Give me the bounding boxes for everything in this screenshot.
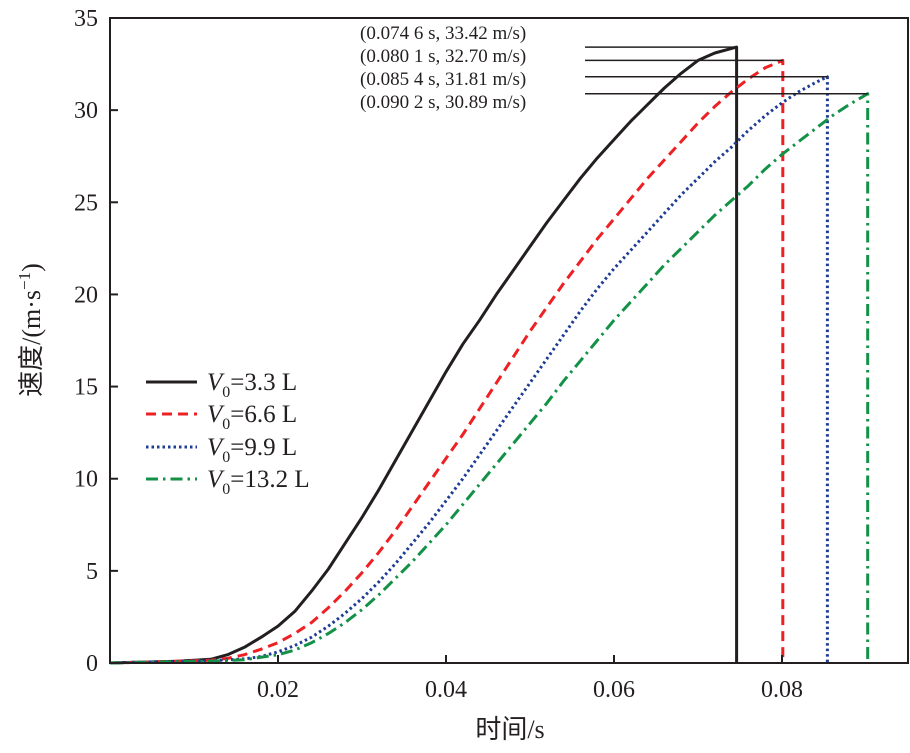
legend-var: V bbox=[207, 434, 225, 461]
annotation-label-1: (0.074 6 s, 33.42 m/s) bbox=[360, 23, 526, 44]
y-tick-label: 5 bbox=[86, 559, 98, 585]
tick-layer: 0 5 10 15 20 25 30 35 0.02 0.04 0.06 0.08 bbox=[74, 6, 803, 703]
y-axis-title-exponent: −1 bbox=[15, 272, 34, 290]
y-tick-label: 25 bbox=[74, 190, 98, 216]
x-tick-label: 0.06 bbox=[593, 677, 635, 703]
y-tick-label: 20 bbox=[74, 282, 98, 308]
legend-subscript: 0 bbox=[222, 481, 230, 498]
y-axis-title: 速度/(m·s−1) bbox=[15, 263, 46, 397]
legend-label-2: V0=6.6 L bbox=[207, 401, 297, 433]
legend-value: =9.9 L bbox=[230, 434, 297, 461]
plot-frame bbox=[109, 17, 909, 664]
legend-var: V bbox=[207, 466, 225, 493]
series-line-2 bbox=[109, 58, 785, 665]
annotation-layer: (0.074 6 s, 33.42 m/s)(0.080 1 s, 32.70 … bbox=[360, 23, 868, 113]
legend-label-1: V0=3.3 L bbox=[207, 369, 297, 401]
legend-var: V bbox=[207, 369, 225, 396]
legend-value: =6.6 L bbox=[230, 401, 297, 428]
y-axis-title-close: ) bbox=[17, 263, 46, 272]
legend-var: V bbox=[207, 401, 225, 428]
y-tick-label: 15 bbox=[74, 375, 98, 401]
x-tick-label: 0.02 bbox=[257, 677, 299, 703]
x-axis-title: 时间/s bbox=[475, 715, 544, 744]
series-line-3 bbox=[109, 75, 829, 665]
y-tick-label: 30 bbox=[74, 98, 98, 124]
annotation-label-3: (0.085 4 s, 31.81 m/s) bbox=[360, 69, 526, 90]
y-tick-label: 10 bbox=[74, 467, 98, 493]
annotation-label-4: (0.090 2 s, 30.89 m/s) bbox=[360, 92, 526, 113]
series-line-1 bbox=[109, 45, 739, 665]
y-axis-title-main: 速度/(m·s bbox=[17, 290, 46, 397]
y-tick-label: 35 bbox=[74, 6, 98, 32]
legend-subscript: 0 bbox=[222, 384, 230, 401]
legend-subscript: 0 bbox=[222, 416, 230, 433]
annotation-label-2: (0.080 1 s, 32.70 m/s) bbox=[360, 46, 526, 67]
legend-value: =3.3 L bbox=[230, 369, 297, 396]
x-tick-label: 0.08 bbox=[761, 677, 803, 703]
legend-value: =13.2 L bbox=[230, 466, 309, 493]
y-tick-label: 0 bbox=[86, 651, 98, 677]
series-line-4 bbox=[109, 92, 870, 665]
series-layer bbox=[109, 45, 870, 665]
legend-label-4: V0=13.2 L bbox=[207, 466, 310, 498]
legend-subscript: 0 bbox=[222, 449, 230, 466]
legend-label-3: V0=9.9 L bbox=[207, 434, 297, 466]
legend: V0=3.3 LV0=6.6 LV0=9.9 LV0=13.2 L bbox=[146, 369, 310, 498]
x-tick-label: 0.04 bbox=[425, 677, 467, 703]
